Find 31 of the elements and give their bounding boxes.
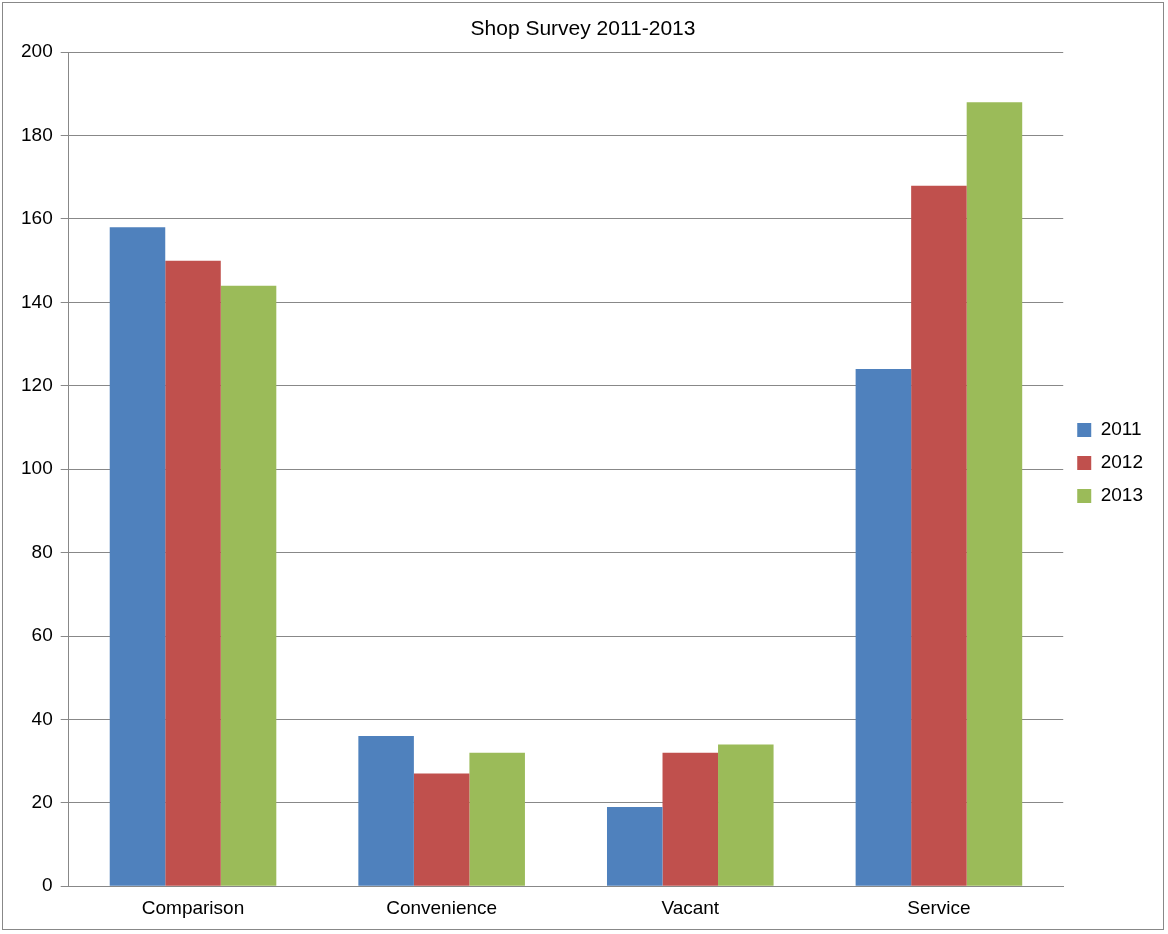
y-tick-label: 40 [31, 707, 53, 729]
y-tick-label: 0 [42, 874, 53, 896]
bar [855, 369, 912, 886]
y-tick-label: 120 [21, 374, 53, 396]
legend-label: 2013 [1100, 484, 1144, 506]
x-tick-label: Service [907, 896, 971, 918]
y-tick-label: 60 [31, 624, 53, 646]
bar [662, 752, 719, 886]
x-tick-label: Convenience [386, 896, 498, 918]
y-tick-label: 100 [21, 457, 53, 479]
x-tick-label: Comparison [141, 896, 245, 918]
bar [966, 102, 1023, 886]
bar [358, 736, 414, 886]
legend-label: 2012 [1100, 451, 1144, 473]
y-tick-label: 20 [31, 791, 53, 813]
y-tick-label: 140 [21, 290, 53, 312]
bar [109, 227, 166, 886]
bar [165, 260, 221, 886]
bar [413, 773, 470, 886]
chart-title: Shop Survey 2011-2013 [470, 16, 696, 40]
bar [718, 744, 774, 886]
y-tick-label: 180 [21, 123, 53, 145]
bar [469, 752, 525, 886]
y-tick-label: 80 [31, 540, 53, 562]
bar [220, 285, 277, 886]
bar [606, 806, 663, 886]
y-tick-label: 160 [21, 207, 53, 229]
bar [911, 185, 967, 886]
y-tick-label: 200 [21, 40, 53, 62]
legend-label: 2011 [1100, 418, 1142, 440]
x-tick-label: Vacant [661, 896, 720, 918]
